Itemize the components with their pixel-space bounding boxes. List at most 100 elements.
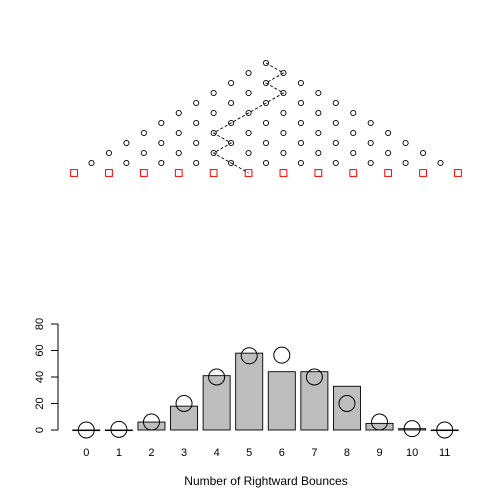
peg (297, 99, 304, 107)
peg (262, 119, 270, 127)
expected-marker (338, 395, 356, 412)
x-category-label: 9 (376, 447, 382, 459)
peg (315, 109, 322, 117)
peg (315, 149, 322, 157)
peg (332, 159, 339, 167)
peg (123, 139, 130, 147)
bin-marker (279, 169, 288, 177)
peg (332, 99, 339, 107)
galton-board (70, 59, 462, 177)
x-category-label: 11 (439, 447, 450, 459)
y-tick-label: 60 (34, 344, 46, 356)
peg (280, 149, 287, 157)
peg (297, 119, 304, 127)
peg (245, 89, 252, 97)
x-category-label: 5 (246, 447, 252, 459)
peg (105, 149, 112, 157)
x-category-label: 0 (83, 447, 89, 459)
peg (262, 79, 270, 87)
peg (419, 149, 427, 157)
peg (228, 119, 235, 127)
expected-marker (208, 368, 226, 386)
peg (297, 79, 304, 87)
peg (332, 119, 339, 127)
peg (402, 159, 409, 167)
x-category-label: 1 (116, 447, 122, 459)
peg (245, 129, 252, 137)
expected-marker (273, 346, 291, 364)
peg (228, 139, 235, 147)
bar (365, 422, 394, 431)
peg (297, 159, 304, 167)
x-axis-title: Number of Rightward Bounces (184, 474, 347, 488)
ball-path (212, 62, 285, 174)
peg (350, 149, 357, 157)
y-tick-label: 0 (34, 427, 46, 433)
x-category-label: 4 (214, 447, 220, 459)
expected-marker (436, 421, 454, 439)
expected-marker (110, 420, 128, 438)
peg (350, 109, 357, 117)
bin-marker (70, 169, 78, 177)
y-tick-label: 20 (34, 397, 46, 409)
bin-marker (244, 169, 253, 177)
bin-marker (105, 169, 113, 177)
peg (228, 99, 235, 107)
peg (280, 109, 287, 117)
x-category-label: 6 (279, 447, 285, 459)
bar (170, 405, 199, 431)
bar (300, 371, 329, 431)
peg (210, 129, 217, 137)
peg (123, 159, 130, 167)
peg (193, 119, 200, 127)
expected-marker (403, 420, 421, 438)
peg (280, 69, 287, 77)
bar (398, 428, 427, 431)
expected-marker (77, 421, 95, 439)
peg (140, 149, 147, 157)
x-category-label: 10 (406, 447, 418, 459)
x-category-label: 7 (311, 447, 317, 459)
bin-marker (419, 169, 427, 177)
expected-marker (240, 347, 258, 365)
peg (262, 59, 270, 67)
peg (158, 159, 165, 167)
peg (193, 99, 200, 107)
peg (262, 139, 270, 147)
peg (175, 149, 182, 157)
bin-marker (209, 169, 218, 177)
peg (245, 69, 252, 77)
x-category-label: 2 (148, 447, 154, 459)
peg (315, 89, 322, 97)
peg (158, 139, 165, 147)
bar (267, 371, 296, 431)
peg (367, 119, 374, 127)
peg (350, 129, 357, 137)
peg (367, 139, 374, 147)
peg (210, 109, 217, 117)
bin-marker (314, 169, 323, 177)
bar (72, 429, 101, 432)
peg (245, 109, 252, 117)
peg (175, 109, 182, 117)
peg (88, 159, 95, 167)
peg (297, 139, 304, 147)
peg (210, 89, 217, 97)
x-category-label: 8 (344, 447, 350, 459)
peg (262, 159, 270, 167)
peg (385, 149, 392, 157)
bar (430, 429, 459, 432)
y-tick-label: 80 (34, 318, 46, 330)
expected-marker (175, 395, 193, 412)
peg (385, 129, 392, 137)
peg (193, 139, 200, 147)
peg (228, 159, 235, 167)
bin-marker (139, 169, 148, 177)
peg (437, 159, 444, 167)
peg (228, 79, 235, 87)
expected-marker (142, 413, 160, 431)
peg (367, 159, 374, 167)
bar (137, 421, 166, 431)
peg (280, 129, 287, 137)
